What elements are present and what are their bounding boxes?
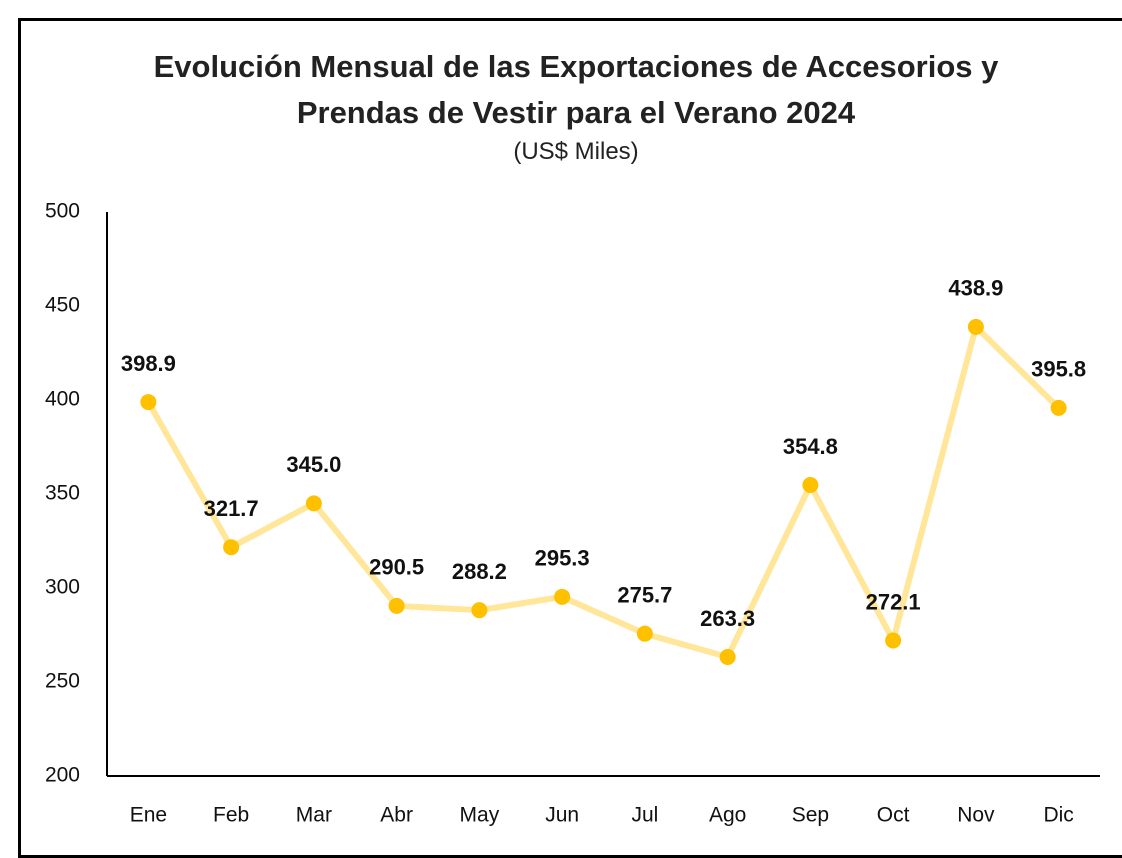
data-point [223, 539, 240, 556]
data-label: 263.3 [700, 606, 755, 631]
x-tick-label: May [460, 804, 500, 827]
data-label: 272.1 [866, 589, 921, 614]
x-tick-label: Ago [709, 804, 746, 827]
x-tick-label: Sep [792, 804, 829, 827]
chart-subtitle: (US$ Miles) [513, 138, 639, 165]
data-label: 398.9 [121, 351, 176, 376]
x-tick-label: Feb [213, 804, 249, 827]
x-tick-label: Nov [957, 804, 995, 827]
x-tick-label: Oct [877, 804, 910, 827]
data-label: 290.5 [369, 555, 424, 580]
data-label: 354.8 [783, 434, 838, 459]
data-label: 295.3 [535, 546, 590, 571]
data-label: 321.7 [204, 496, 259, 521]
x-tick-label: Ene [130, 804, 167, 827]
chart-title: Evolución Mensual de las Exportaciones d… [153, 49, 999, 130]
data-label: 275.7 [617, 582, 672, 607]
data-label: 438.9 [948, 276, 1003, 301]
data-label: 345.0 [286, 452, 341, 477]
y-tick-label: 300 [45, 576, 80, 599]
data-point [140, 394, 157, 411]
x-tick-label: Jul [631, 804, 658, 827]
x-tick-label: Jun [545, 804, 579, 827]
data-point [1050, 399, 1067, 416]
series-line [145, 323, 1061, 660]
x-tick-label: Mar [296, 804, 332, 827]
y-tick-label: 400 [45, 388, 80, 411]
data-point [554, 588, 571, 605]
data-label: 288.2 [452, 559, 507, 584]
y-tick-label: 200 [45, 764, 80, 787]
data-point [305, 495, 322, 512]
data-point [388, 597, 405, 614]
data-point [885, 632, 902, 649]
y-tick-label: 250 [45, 670, 80, 693]
data-label: 395.8 [1031, 357, 1086, 382]
x-tick-label: Abr [380, 804, 413, 827]
data-point [967, 318, 984, 335]
data-point [719, 648, 736, 665]
data-point [636, 625, 653, 642]
y-tick-label: 500 [45, 200, 80, 223]
data-point [471, 602, 488, 619]
data-point [802, 476, 819, 493]
y-tick-label: 350 [45, 482, 80, 505]
y-tick-label: 450 [45, 294, 80, 317]
x-tick-label: Dic [1043, 804, 1073, 827]
